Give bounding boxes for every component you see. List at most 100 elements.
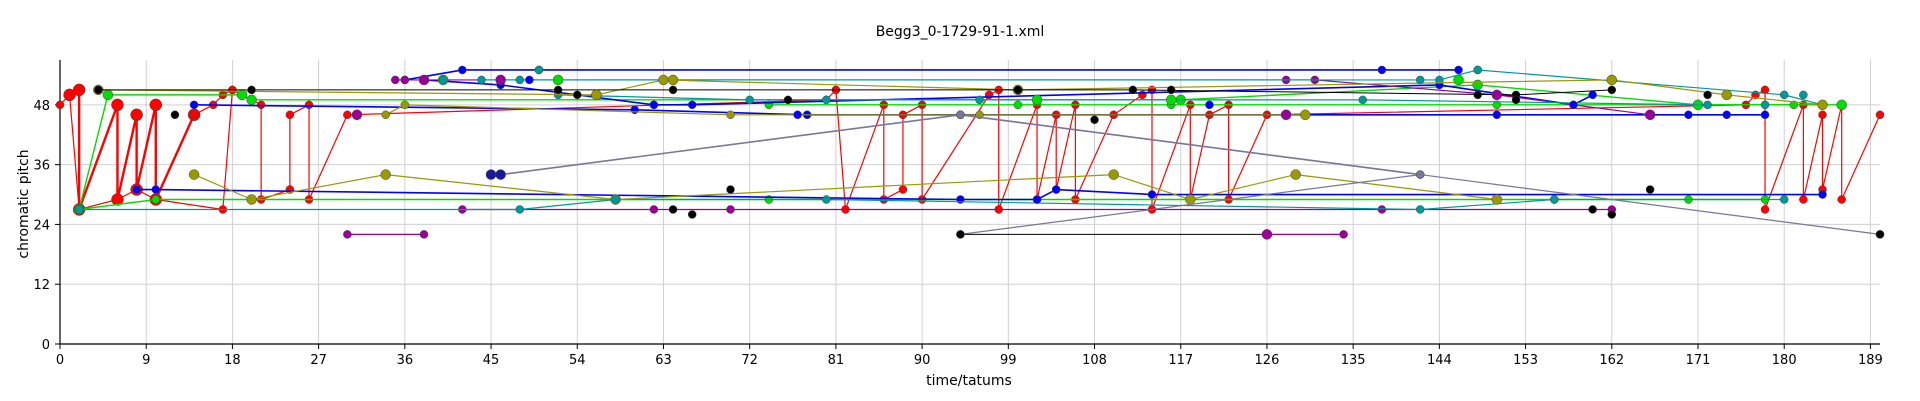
note-marker-group [170, 85, 1885, 239]
note-point [783, 95, 793, 105]
note-point [72, 83, 86, 97]
note-point [1588, 205, 1597, 214]
markers-layer [170, 65, 1885, 240]
series-line [960, 174, 1421, 235]
note-point [151, 195, 161, 204]
note-point [1550, 195, 1559, 204]
x-tick-label: 144 [1427, 353, 1452, 368]
note-point [1569, 100, 1578, 110]
note-point [246, 94, 257, 106]
x-tick-label: 90 [914, 353, 931, 368]
y-axis-label: chromatic pitch [16, 149, 32, 258]
note-point [55, 100, 65, 110]
note-point [726, 205, 735, 214]
series-line [193, 173, 1497, 201]
x-tick-label: 54 [569, 353, 586, 368]
y-tick-label: 24 [33, 218, 50, 233]
x-tick-label: 117 [1168, 353, 1193, 368]
note-point [822, 195, 831, 204]
x-tick-label: 153 [1513, 353, 1538, 368]
note-point [1435, 75, 1444, 85]
note-point [1013, 85, 1023, 95]
note-point [1779, 90, 1789, 100]
x-tick-label: 135 [1341, 353, 1366, 368]
note-point [285, 110, 295, 120]
note-point [1261, 229, 1273, 240]
note-point [1128, 85, 1138, 95]
note-point [1875, 230, 1885, 239]
x-axis-label: time/tatums [926, 373, 1012, 389]
series-line [500, 114, 1421, 176]
note-point [1358, 95, 1367, 105]
note-point [1703, 90, 1712, 100]
note-point [1032, 195, 1042, 204]
x-tick-label: 126 [1255, 353, 1280, 368]
note-point [1799, 90, 1808, 100]
x-tick-label: 171 [1686, 353, 1711, 368]
pitch-series [485, 169, 506, 180]
note-point [525, 75, 534, 85]
pitch-series [343, 230, 429, 239]
note-point [1760, 205, 1770, 214]
note-point [1415, 170, 1425, 179]
note-marker-group [351, 74, 1656, 240]
note-point [130, 108, 143, 122]
note-point [630, 105, 639, 115]
note-point [170, 110, 180, 120]
note-point [1875, 110, 1885, 120]
note-point [1607, 210, 1617, 219]
note-point [1760, 100, 1770, 110]
chart-title: Begg3_0-1729-91-1.xml [876, 24, 1045, 40]
note-point [1090, 115, 1099, 125]
note-point [975, 95, 984, 105]
note-point [1147, 190, 1157, 199]
note-point [611, 195, 620, 204]
x-tick-label: 27 [310, 353, 327, 368]
note-point [102, 89, 114, 101]
note-marker-group [438, 75, 1731, 204]
x-tick-label: 162 [1599, 353, 1624, 368]
note-point [956, 230, 965, 239]
note-point [189, 100, 199, 110]
note-point [1818, 190, 1827, 199]
note-point [1473, 90, 1482, 100]
note-point [477, 75, 486, 85]
x-tick-label: 45 [483, 353, 500, 368]
note-point [1108, 169, 1119, 180]
note-point [458, 65, 467, 75]
note-point [343, 230, 352, 239]
note-point [649, 100, 659, 110]
note-point [246, 194, 257, 205]
note-point [74, 205, 84, 214]
note-point [1779, 195, 1789, 204]
note-point [552, 74, 564, 86]
note-point [1280, 109, 1292, 121]
pitch-series [74, 195, 1789, 214]
note-point [304, 100, 314, 110]
pitch-series [956, 230, 1272, 239]
note-point [687, 100, 697, 110]
note-point [1415, 205, 1425, 214]
note-point [726, 110, 735, 120]
note-point [822, 95, 831, 105]
x-tick-label: 189 [1858, 353, 1883, 368]
series-line [78, 84, 1842, 210]
pitch-series [458, 205, 1617, 214]
series-line [69, 88, 196, 211]
note-point [1607, 85, 1617, 95]
pitch-series [63, 83, 201, 216]
note-point [111, 98, 124, 112]
note-point [956, 110, 965, 120]
pitch-series [188, 169, 1503, 205]
note-point [1837, 195, 1846, 204]
pitch-series [553, 90, 1712, 110]
note-point [573, 90, 582, 100]
note-point [793, 110, 802, 120]
x-tick-label: 36 [397, 353, 414, 368]
y-tick-label: 36 [33, 159, 50, 174]
x-tick-label: 108 [1082, 353, 1107, 368]
x-tick-label: 63 [655, 353, 672, 368]
note-point [1492, 110, 1502, 120]
x-tick-label: 0 [56, 353, 64, 368]
note-point [1818, 110, 1827, 120]
